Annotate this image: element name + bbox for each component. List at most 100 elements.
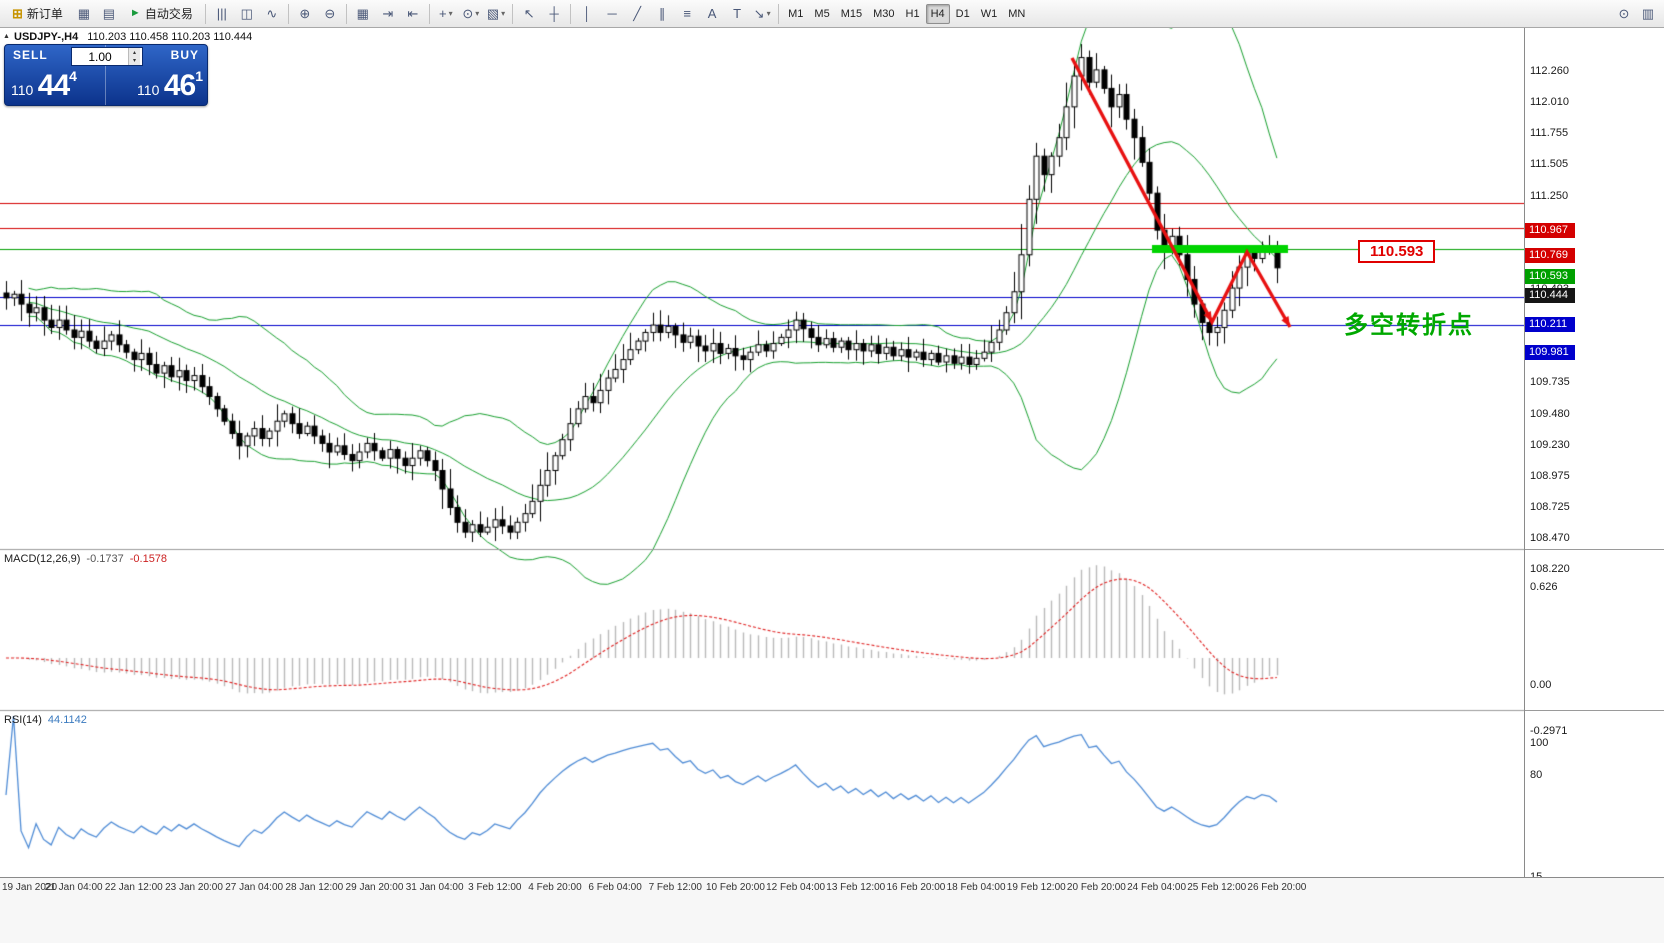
vertical-line-button[interactable]: │ [575, 3, 599, 25]
data-window-button[interactable]: ▥ [1636, 3, 1660, 25]
volume-input[interactable] [72, 48, 128, 65]
macd-axis-label: 0.626 [1530, 581, 1558, 594]
arrows-dropdown-icon: ▾ [766, 9, 771, 18]
volume-down-button[interactable]: ▾ [128, 56, 140, 65]
toolbar-separator [570, 3, 572, 24]
zoom-in-button[interactable]: ⊕ [293, 3, 317, 25]
horizontal-line-icon: ─ [607, 6, 617, 21]
time-axis-label: 23 Jan 20:00 [165, 882, 223, 893]
price-axis-label: 111.505 [1530, 158, 1569, 171]
profiles-button[interactable]: ▤ [97, 3, 121, 25]
time-axis-label: 4 Feb 20:00 [528, 882, 582, 893]
buy-label: BUY [170, 48, 199, 62]
new-chart-button[interactable]: ▦ [72, 3, 96, 25]
templates-icon: ▧ [486, 6, 500, 21]
timeframe-button-m1[interactable]: M1 [783, 4, 808, 24]
arrows-button[interactable]: ↘ ▾ [750, 3, 774, 25]
price-axis-label: 108.725 [1530, 500, 1570, 513]
timeframe-button-m30[interactable]: M30 [868, 4, 899, 24]
toolbar-separator [287, 3, 289, 24]
cursor-button[interactable]: ↖ [517, 3, 541, 25]
macd-axis-label: 0.00 [1530, 679, 1552, 691]
auto-scroll-button[interactable]: ⇥ [376, 3, 400, 25]
search-button[interactable]: ⊙ [1612, 3, 1636, 25]
volume-spinner: ▴ ▾ [128, 48, 140, 65]
chart-collapse-icon[interactable]: ▲ [3, 33, 10, 40]
time-axis-label: 16 Feb 20:00 [886, 882, 946, 893]
time-axis-label: 10 Feb 20:00 [705, 882, 765, 893]
templates-button[interactable]: ▧ ▾ [484, 3, 508, 25]
text-label-button[interactable]: T [725, 3, 749, 25]
volume-up-button[interactable]: ▴ [128, 48, 140, 57]
bars-chart-button[interactable]: ||| [210, 3, 234, 25]
time-axis-label: 20 Feb 20:00 [1066, 882, 1126, 893]
toolbar-tool-groups: ||| ◫ ∿ ⊕ ⊖ ▦ ⇥ ⇤ + ▾ ⊙ ▾ ▧ ▾ ↖ ┼ │ ─ ╱ ∥ ≡ A T ↘ ▾ M1 M5 M15 M30 H1 H… [202, 3, 1030, 25]
time-axis-label: 18 Feb 04:00 [946, 882, 1006, 893]
timeframe-button-mn[interactable]: MN [1003, 4, 1030, 24]
timeframe-button-w1[interactable]: W1 [976, 4, 1003, 24]
text-label-icon: T [733, 6, 742, 21]
time-axis-label: 25 Feb 12:00 [1187, 882, 1247, 893]
new-order-icon: ⊞ [12, 6, 23, 21]
chart-canvas[interactable] [0, 28, 1524, 877]
time-axis: 19 Jan 2020 21 Jan 04:00 22 Jan 12:00 23 Ja… [0, 877, 1664, 943]
toolbar-separator [512, 3, 514, 24]
ask-price: 110 461 [137, 68, 203, 102]
line-chart-icon: ∿ [266, 6, 278, 21]
toolbar-separator [428, 3, 430, 24]
auto-scroll-icon: ⇥ [382, 6, 394, 21]
price-axis-label: 109.480 [1530, 407, 1570, 420]
autotrading-button[interactable]: ► 自动交易 [122, 3, 201, 25]
periods-button[interactable]: ⊙ ▾ [459, 3, 483, 25]
volume-box: ▴ ▾ [71, 47, 143, 66]
chart-shift-button[interactable]: ⇤ [401, 3, 425, 25]
sell-button[interactable]: SELL 110 444 [5, 45, 106, 105]
price-axis-label: 109.735 [1530, 376, 1570, 389]
key-level-price-tag[interactable]: 110.593 [1358, 240, 1436, 263]
one-click-trading-panel: SELL 110 444 ▴ ▾ BUY 110 461 [4, 44, 208, 106]
candlestick-chart-button[interactable]: ◫ [235, 3, 259, 25]
new-chart-icon: ▦ [77, 6, 91, 21]
horizontal-line-button[interactable]: ─ [600, 3, 624, 25]
trendline-icon: ╱ [633, 6, 642, 21]
timeframe-button-h4[interactable]: H4 [925, 3, 950, 24]
level-price-badge: 110.211 [1525, 316, 1575, 332]
toolbar: ⊞ 新订单 ▦ ▤ ► 自动交易 ||| ◫ ∿ ⊕ ⊖ ▦ ⇥ ⇤ + ▾ ⊙ ▾ ▧ ▾ ↖ ┼ │ ─ ╱ ∥ ≡… [0, 0, 1664, 28]
timeframe-button-m5[interactable]: M5 [809, 4, 834, 24]
text-icon: A [707, 6, 717, 21]
tile-windows-button[interactable]: ▦ [351, 3, 375, 25]
crosshair-button[interactable]: ┼ [542, 3, 566, 25]
buy-button[interactable]: BUY 110 461 [107, 45, 207, 105]
toolbar-separator [778, 3, 780, 24]
line-chart-button[interactable]: ∿ [260, 3, 284, 25]
new-order-button[interactable]: ⊞ 新订单 [4, 3, 71, 25]
text-button[interactable]: A [700, 3, 724, 25]
timeframe-button-m15[interactable]: M15 [836, 4, 867, 24]
rsi-label: RSI(14) 44.1142 [4, 714, 87, 726]
channel-button[interactable]: ∥ [650, 3, 674, 25]
time-axis-label: 6 Feb 04:00 [588, 882, 642, 893]
time-axis-label: 31 Jan 04:00 [405, 882, 464, 893]
time-axis-label: 19 Jan 2020 [2, 882, 58, 893]
zoom-out-icon: ⊖ [324, 6, 336, 21]
level-price-badge: 109.981 [1525, 344, 1575, 360]
chart-title: USDJPY-,H4 110.203 110.458 110.203 110.4… [14, 31, 252, 43]
fibonacci-button[interactable]: ≡ [675, 3, 699, 25]
macd-axis-label: -0.2971 [1530, 725, 1568, 738]
zoom-out-button[interactable]: ⊖ [318, 3, 342, 25]
time-axis-label: 13 Feb 12:00 [826, 882, 886, 893]
turning-point-annotation[interactable]: 多空转折点 [1344, 312, 1474, 339]
price-axis-label: 111.250 [1530, 189, 1569, 202]
time-axis-label: 21 Jan 04:00 [44, 882, 103, 893]
timeframe-button-h1[interactable]: H1 [901, 4, 925, 24]
price-axis-label: 111.755 [1530, 127, 1569, 140]
time-axis-label: 27 Jan 04:00 [225, 882, 284, 893]
trendline-button[interactable]: ╱ [625, 3, 649, 25]
level-price-badge: 110.967 [1525, 223, 1575, 239]
chart-shift-icon: ⇤ [407, 6, 419, 21]
time-axis-label: 22 Jan 12:00 [104, 882, 163, 893]
timeframe-button-d1[interactable]: D1 [951, 4, 975, 24]
symbol-period-label: USDJPY-,H4 [14, 31, 79, 43]
data-window-icon: ▥ [1641, 6, 1655, 21]
indicators-button[interactable]: + ▾ [434, 3, 458, 25]
